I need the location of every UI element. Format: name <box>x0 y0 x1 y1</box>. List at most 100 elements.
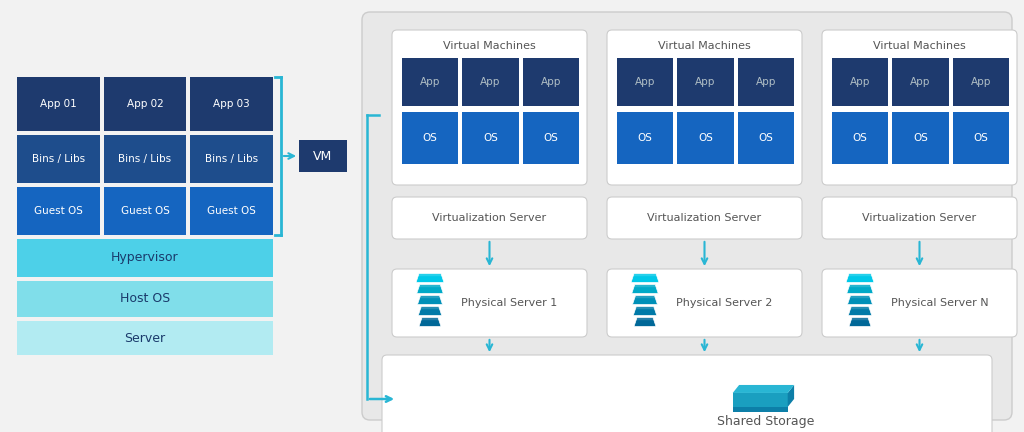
Text: App: App <box>635 77 655 87</box>
Polygon shape <box>418 295 442 305</box>
Text: VM: VM <box>313 149 333 162</box>
Text: OS: OS <box>423 133 437 143</box>
Polygon shape <box>419 318 441 320</box>
Text: App: App <box>756 77 776 87</box>
Polygon shape <box>416 273 444 276</box>
Bar <box>462 112 519 164</box>
Polygon shape <box>848 295 872 305</box>
Bar <box>103 77 186 131</box>
Polygon shape <box>846 273 874 276</box>
Text: Host OS: Host OS <box>120 292 170 305</box>
Polygon shape <box>846 273 874 283</box>
Bar <box>17 77 99 131</box>
Text: OS: OS <box>544 133 558 143</box>
Bar <box>190 135 273 183</box>
Polygon shape <box>418 306 441 309</box>
Bar <box>402 58 459 106</box>
Text: OS: OS <box>974 133 988 143</box>
Bar <box>522 112 579 164</box>
Polygon shape <box>634 318 656 327</box>
Text: App: App <box>850 77 870 87</box>
Polygon shape <box>418 306 441 315</box>
Text: Virtualization Server: Virtualization Server <box>862 213 977 223</box>
Text: App: App <box>420 77 440 87</box>
Polygon shape <box>417 285 443 293</box>
Text: App: App <box>910 77 931 87</box>
FancyBboxPatch shape <box>822 30 1017 185</box>
Text: Guest OS: Guest OS <box>34 206 83 216</box>
Text: OS: OS <box>759 133 773 143</box>
Bar <box>677 58 733 106</box>
Text: Virtualization Server: Virtualization Server <box>432 213 547 223</box>
Polygon shape <box>849 318 871 320</box>
Bar <box>190 187 273 235</box>
Text: Bins / Libs: Bins / Libs <box>119 154 172 164</box>
Bar <box>617 58 674 106</box>
Polygon shape <box>418 295 442 298</box>
Text: Virtualization Server: Virtualization Server <box>647 213 762 223</box>
Bar <box>892 58 948 106</box>
FancyBboxPatch shape <box>392 197 587 239</box>
Text: Physical Server 1: Physical Server 1 <box>462 298 558 308</box>
Bar <box>737 58 794 106</box>
Text: Hypervisor: Hypervisor <box>112 251 179 264</box>
Text: Guest OS: Guest OS <box>121 206 169 216</box>
Bar <box>17 135 99 183</box>
Polygon shape <box>733 393 787 407</box>
Text: Bins / Libs: Bins / Libs <box>32 154 85 164</box>
FancyBboxPatch shape <box>607 30 802 185</box>
Text: App: App <box>541 77 561 87</box>
Bar <box>103 187 186 235</box>
Bar <box>522 58 579 106</box>
Text: Physical Server N: Physical Server N <box>891 298 988 308</box>
Bar <box>299 140 347 172</box>
Polygon shape <box>787 385 794 407</box>
Text: App 02: App 02 <box>127 99 164 109</box>
Text: OS: OS <box>913 133 928 143</box>
Bar <box>402 112 459 164</box>
Bar <box>103 135 186 183</box>
Bar <box>17 187 99 235</box>
Text: OS: OS <box>483 133 498 143</box>
Bar <box>677 112 733 164</box>
Bar <box>737 112 794 164</box>
Polygon shape <box>733 407 787 412</box>
Bar <box>190 77 273 131</box>
Text: OS: OS <box>853 133 867 143</box>
Bar <box>17 239 273 277</box>
Polygon shape <box>632 285 658 287</box>
Polygon shape <box>632 285 658 293</box>
Text: App: App <box>480 77 501 87</box>
Text: Physical Server 2: Physical Server 2 <box>676 298 773 308</box>
Text: App: App <box>971 77 991 87</box>
Polygon shape <box>633 306 656 315</box>
Polygon shape <box>419 318 441 327</box>
Polygon shape <box>633 295 657 298</box>
Text: OS: OS <box>638 133 652 143</box>
Bar <box>831 58 889 106</box>
Bar <box>892 112 948 164</box>
Text: App 03: App 03 <box>213 99 250 109</box>
Text: App: App <box>695 77 716 87</box>
Polygon shape <box>847 285 873 293</box>
Text: Guest OS: Guest OS <box>207 206 256 216</box>
Bar <box>462 58 519 106</box>
Polygon shape <box>416 273 444 283</box>
Bar <box>831 112 889 164</box>
Polygon shape <box>633 306 656 309</box>
Polygon shape <box>631 273 659 283</box>
FancyBboxPatch shape <box>822 197 1017 239</box>
Polygon shape <box>733 385 794 393</box>
Polygon shape <box>847 285 873 287</box>
Polygon shape <box>633 295 657 305</box>
Polygon shape <box>631 273 659 276</box>
Polygon shape <box>634 318 656 320</box>
FancyBboxPatch shape <box>607 197 802 239</box>
Text: Virtual Machines: Virtual Machines <box>443 41 536 51</box>
FancyBboxPatch shape <box>392 269 587 337</box>
Text: OS: OS <box>698 133 713 143</box>
Polygon shape <box>848 295 872 298</box>
Text: Shared Storage: Shared Storage <box>717 414 814 428</box>
Polygon shape <box>848 306 871 315</box>
FancyBboxPatch shape <box>382 355 992 432</box>
